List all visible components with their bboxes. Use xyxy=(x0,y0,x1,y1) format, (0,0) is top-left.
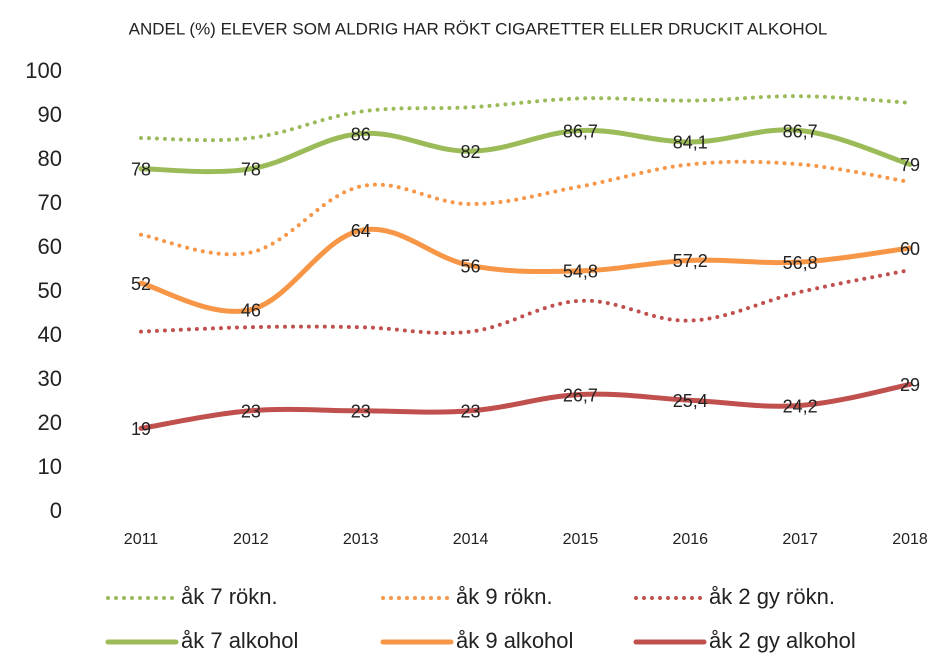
data-label: 24,2 xyxy=(783,396,818,416)
data-label: 23 xyxy=(351,402,371,422)
series-line xyxy=(138,127,913,175)
series-line xyxy=(139,268,912,336)
data-label: 84,1 xyxy=(673,133,708,153)
x-tick-label: 2013 xyxy=(343,531,379,548)
series-line xyxy=(138,381,913,431)
y-tick-label: 50 xyxy=(38,278,62,303)
legend-label: åk 7 alkohol xyxy=(181,628,298,653)
y-tick-label: 30 xyxy=(38,366,62,391)
data-label: 82 xyxy=(461,142,481,162)
data-label: 23 xyxy=(461,402,481,422)
data-label: 57,2 xyxy=(673,251,708,271)
legend-label: åk 7 rökn. xyxy=(181,584,278,609)
data-label: 79 xyxy=(900,155,920,175)
y-tick-label: 80 xyxy=(38,146,62,171)
data-label: 52 xyxy=(131,274,151,294)
data-label: 19 xyxy=(131,419,151,439)
data-label: 78 xyxy=(241,160,261,180)
y-tick-label: 40 xyxy=(38,322,62,347)
data-label: 86,7 xyxy=(563,121,598,141)
y-tick-label: 0 xyxy=(50,498,62,523)
data-label: 23 xyxy=(241,402,261,422)
x-tick-label: 2016 xyxy=(672,531,708,548)
data-label: 86 xyxy=(351,124,371,144)
series-line xyxy=(139,159,912,257)
series-line xyxy=(138,226,913,314)
data-label: 60 xyxy=(900,239,920,259)
data-label: 56,8 xyxy=(783,253,818,273)
y-tick-label: 20 xyxy=(38,410,62,435)
y-tick-label: 10 xyxy=(38,454,62,479)
y-tick-label: 70 xyxy=(38,190,62,215)
y-tick-label: 100 xyxy=(25,58,62,83)
legend-label: åk 2 gy rökn. xyxy=(709,584,835,609)
x-tick-label: 2017 xyxy=(782,531,818,548)
x-tick-label: 2011 xyxy=(124,531,159,548)
legend-label: åk 2 gy alkohol xyxy=(709,628,856,653)
x-tick-label: 2012 xyxy=(233,531,269,548)
data-label: 46 xyxy=(241,300,261,320)
data-label: 25,4 xyxy=(673,391,708,411)
x-tick-label: 2015 xyxy=(563,531,599,548)
legend-label: åk 9 rökn. xyxy=(456,584,553,609)
x-tick-label: 2018 xyxy=(892,531,928,548)
x-tick-label: 2014 xyxy=(453,531,489,548)
legend-label: åk 9 alkohol xyxy=(456,628,573,653)
y-tick-label: 60 xyxy=(38,234,62,259)
data-label: 86,7 xyxy=(783,121,818,141)
data-label: 78 xyxy=(131,160,151,180)
data-label: 64 xyxy=(351,221,371,241)
data-label: 56 xyxy=(461,256,481,276)
y-tick-label: 90 xyxy=(38,102,62,127)
data-label: 29 xyxy=(900,375,920,395)
data-label: 54,8 xyxy=(563,262,598,282)
data-label: 26,7 xyxy=(563,385,598,405)
chart-title: ANDEL (%) ELEVER SOM ALDRIG HAR RÖKT CIG… xyxy=(129,19,828,38)
